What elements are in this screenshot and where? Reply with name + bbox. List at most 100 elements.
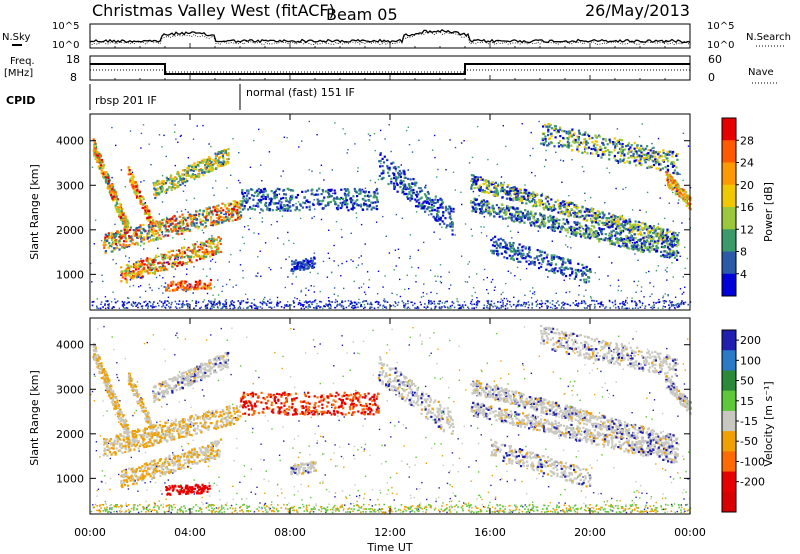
data-cell <box>96 160 99 163</box>
data-cell <box>376 187 379 191</box>
data-cell <box>634 237 637 240</box>
data-cell <box>147 266 150 269</box>
data-cell <box>568 130 571 133</box>
data-cell <box>628 307 630 309</box>
data-cell <box>486 289 488 291</box>
data-cell <box>624 219 628 222</box>
data-cell <box>139 235 142 238</box>
data-cell <box>682 179 684 182</box>
data-cell <box>497 184 500 187</box>
data-cell <box>586 152 589 155</box>
data-cell <box>132 229 135 232</box>
cpid-segment-1: rbsp 201 IF <box>95 94 157 107</box>
data-cell <box>194 283 197 286</box>
data-cell <box>532 147 534 150</box>
data-cell <box>665 254 668 257</box>
data-cell <box>215 167 218 170</box>
data-cell <box>197 245 200 248</box>
data-cell <box>419 301 421 303</box>
data-cell <box>241 202 244 205</box>
data-cell <box>243 205 246 208</box>
data-cell <box>188 228 192 231</box>
data-cell <box>635 152 639 155</box>
data-cell <box>481 200 483 203</box>
data-cell <box>522 198 525 201</box>
data-cell <box>231 212 234 215</box>
data-cell <box>681 193 684 196</box>
data-cell <box>682 190 685 193</box>
data-cell <box>585 278 588 281</box>
data-cell <box>584 192 586 194</box>
data-cell <box>125 227 128 230</box>
data-cell <box>219 210 222 213</box>
data-cell <box>111 250 114 253</box>
data-cell <box>442 214 445 217</box>
data-cell <box>538 267 541 270</box>
data-cell <box>213 194 215 196</box>
data-cell <box>682 276 684 278</box>
data-cell <box>184 282 187 285</box>
data-cell <box>538 255 541 258</box>
data-cell <box>112 236 115 239</box>
data-cell <box>604 146 607 149</box>
data-cell <box>244 200 247 203</box>
data-cell <box>261 217 263 219</box>
data-cell <box>262 193 265 196</box>
data-cell <box>614 146 617 149</box>
data-cell <box>222 220 225 223</box>
data-cell <box>498 211 501 214</box>
data-cell <box>617 289 619 292</box>
data-cell <box>116 206 119 209</box>
data-cell <box>166 217 169 220</box>
data-cell <box>577 268 580 272</box>
data-cell <box>400 172 403 175</box>
data-cell <box>177 283 180 286</box>
data-cell <box>107 233 110 237</box>
data-cell <box>246 199 249 202</box>
data-cell <box>115 239 118 242</box>
data-cell <box>664 234 667 237</box>
data-cell <box>547 144 550 147</box>
data-cell <box>345 260 348 263</box>
data-cell <box>165 289 168 292</box>
data-cell <box>622 229 625 232</box>
data-cell <box>626 152 629 155</box>
data-cell <box>512 215 516 218</box>
data-cell <box>201 223 204 226</box>
data-cell <box>585 209 588 213</box>
data-cell <box>550 127 553 130</box>
data-cell <box>345 206 349 209</box>
data-cell <box>164 230 167 233</box>
data-cell <box>474 179 478 182</box>
data-cell <box>326 196 330 199</box>
data-cell <box>580 215 583 218</box>
data-cell <box>583 133 586 136</box>
data-cell <box>681 293 683 295</box>
data-cell <box>386 165 389 168</box>
data-cell <box>234 204 237 208</box>
data-cell <box>239 216 242 219</box>
data-cell <box>640 286 643 288</box>
data-cell <box>264 197 267 201</box>
beam-title: Beam 05 <box>326 5 398 24</box>
data-cell <box>242 197 245 200</box>
data-cell <box>282 170 284 172</box>
data-cell <box>521 214 524 217</box>
data-cell <box>211 166 214 169</box>
data-cell <box>663 255 666 259</box>
data-cell <box>589 268 592 271</box>
data-cell <box>424 194 428 197</box>
data-cell <box>567 259 570 262</box>
data-cell <box>209 166 212 169</box>
data-cell <box>512 258 515 262</box>
data-cell <box>590 235 593 239</box>
data-cell <box>400 181 403 184</box>
data-cell <box>381 165 384 168</box>
data-cell <box>621 244 624 247</box>
data-cell <box>654 158 658 161</box>
data-cell <box>313 199 315 201</box>
data-cell <box>612 143 615 146</box>
data-cell <box>124 221 127 224</box>
data-cell <box>304 258 308 261</box>
data-cell <box>627 148 631 151</box>
